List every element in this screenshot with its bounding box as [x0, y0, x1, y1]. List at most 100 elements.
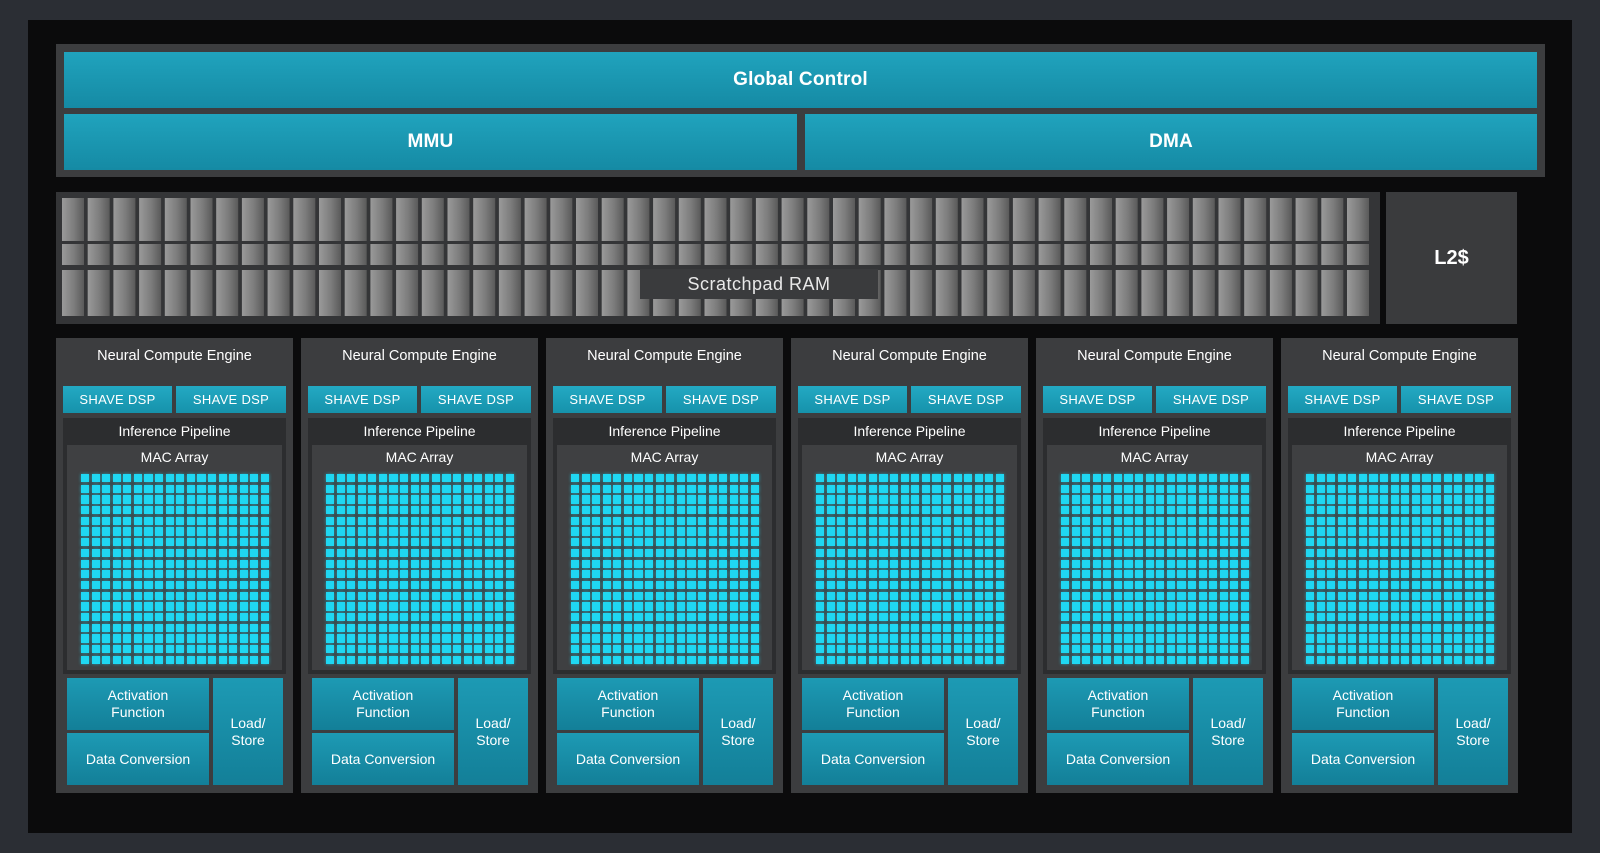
mac-cell	[1411, 506, 1420, 515]
scratchpad-cell	[473, 270, 496, 316]
mac-cell	[1166, 506, 1175, 515]
mac-cell	[1411, 538, 1420, 547]
mac-cell	[623, 580, 633, 590]
mac-cell	[1082, 559, 1091, 568]
mac-cell	[1219, 516, 1228, 526]
mac-cell	[1198, 612, 1207, 622]
scratchpad-cell	[267, 198, 290, 241]
mac-cell	[1187, 645, 1197, 654]
mac-cell	[239, 591, 248, 600]
mac-cell	[900, 580, 909, 590]
scratchpad-cell	[241, 244, 264, 265]
mac-cell	[1113, 591, 1123, 600]
mac-cell	[1316, 612, 1325, 622]
mac-cell	[1454, 559, 1463, 568]
mac-cell	[452, 548, 462, 558]
nce-title: Neural Compute Engine	[587, 348, 742, 364]
mac-cell	[421, 612, 430, 622]
mac-cell	[197, 474, 206, 483]
mac-cell	[655, 645, 664, 654]
mac-cell	[1198, 602, 1207, 611]
mac-cell	[1145, 655, 1154, 664]
mac-cell	[1113, 495, 1123, 504]
mac-cell	[378, 548, 388, 558]
mac-cell	[868, 623, 878, 632]
mac-cell	[505, 527, 514, 536]
mac-cell	[410, 623, 419, 632]
mac-cell	[1177, 516, 1186, 526]
mac-cell	[1432, 516, 1442, 526]
mac-cell	[197, 538, 206, 547]
mac-cell	[336, 506, 345, 515]
mac-cell	[645, 602, 654, 611]
mac-cell	[932, 538, 941, 547]
mac-cell	[165, 516, 174, 526]
mac-cell	[250, 538, 259, 547]
mac-cell	[847, 516, 856, 526]
mac-cell	[410, 484, 419, 493]
mac-cell	[750, 580, 759, 590]
mac-cell	[1401, 495, 1410, 504]
mac-cell	[260, 623, 269, 632]
mac-cell	[1156, 602, 1165, 611]
mac-cell	[1113, 623, 1123, 632]
mac-cell	[697, 580, 707, 590]
mac-cell	[1327, 516, 1336, 526]
mac-cell	[1198, 655, 1207, 664]
mac-array-title: MAC Array	[140, 449, 209, 465]
mac-cell	[1348, 484, 1357, 493]
scratchpad-cell	[164, 244, 187, 265]
mac-cell	[1103, 506, 1112, 515]
mac-cell	[123, 527, 132, 536]
mac-cell	[942, 506, 952, 515]
mac-cell	[1187, 570, 1197, 579]
mac-cell	[974, 634, 983, 643]
mac-cell	[1464, 495, 1473, 504]
mac-cell	[186, 612, 195, 622]
mac-cell	[858, 474, 867, 483]
mac-cell	[868, 645, 878, 654]
mac-cell	[1401, 580, 1410, 590]
mac-cell	[1230, 506, 1239, 515]
mac-cell	[1454, 506, 1463, 515]
mac-cell	[592, 548, 601, 558]
mac-cell	[400, 612, 409, 622]
mac-cell	[826, 559, 835, 568]
mac-cell	[1327, 623, 1336, 632]
mac-cell	[708, 548, 717, 558]
mac-cell	[1422, 559, 1431, 568]
mac-cell	[1390, 495, 1399, 504]
mac-cell	[1187, 495, 1197, 504]
mac-cell	[1092, 506, 1101, 515]
mac-cell	[1475, 580, 1484, 590]
mac-cell	[239, 623, 248, 632]
mac-cell	[1380, 580, 1389, 590]
mac-cell	[750, 570, 759, 579]
mac-cell	[655, 484, 664, 493]
mac-cell	[613, 506, 622, 515]
mac-cell	[1306, 527, 1315, 536]
mac-cell	[389, 612, 398, 622]
mac-cell	[260, 602, 269, 611]
mac-cell	[974, 559, 983, 568]
mac-cell	[102, 655, 111, 664]
mac-cell	[964, 548, 973, 558]
mac-cell	[1411, 495, 1420, 504]
mac-cell	[1071, 623, 1080, 632]
mac-cell	[1454, 602, 1463, 611]
mac-cell	[623, 634, 633, 643]
mac-cell	[1306, 570, 1315, 579]
mac-cell	[1337, 655, 1346, 664]
mac-cell	[400, 495, 409, 504]
mac-cell	[239, 655, 248, 664]
mac-cell	[463, 580, 472, 590]
mac-cell	[1464, 474, 1473, 483]
mac-cell	[900, 623, 909, 632]
mac-cell	[1187, 591, 1197, 600]
mac-cell	[421, 506, 430, 515]
mac-cell	[697, 559, 707, 568]
mac-cell	[1443, 559, 1452, 568]
mac-cell	[847, 602, 856, 611]
mac-cell	[868, 580, 878, 590]
mac-cell	[708, 474, 717, 483]
